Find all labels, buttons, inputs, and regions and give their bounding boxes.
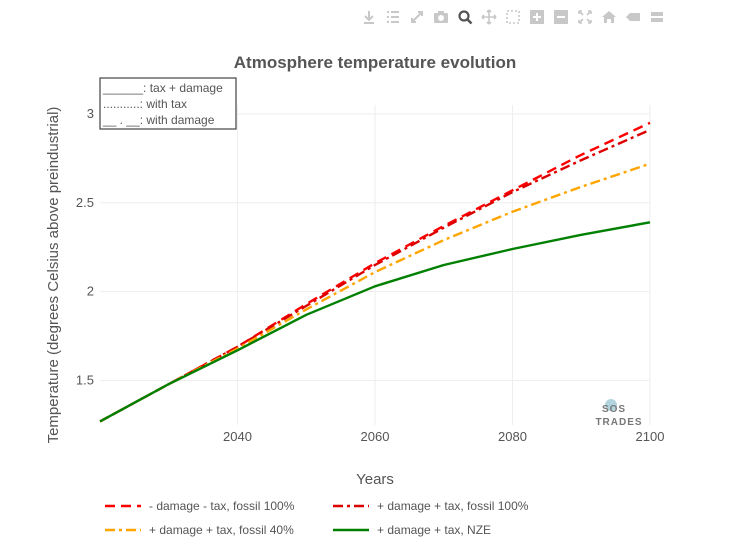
expand-icon[interactable] — [408, 8, 426, 26]
legend-label: + damage + tax, NZE — [377, 523, 491, 537]
tag-icon[interactable] — [624, 8, 642, 26]
zoom-icon[interactable] — [456, 8, 474, 26]
y-tick-label: 1.5 — [76, 373, 94, 388]
zoom-in-icon[interactable] — [528, 8, 546, 26]
series-line-4[interactable] — [99, 221, 651, 423]
series-line-2[interactable] — [99, 128, 651, 423]
x-tick-label: 2040 — [223, 429, 252, 444]
legend-label: + damage + tax, fossil 100% — [377, 499, 529, 513]
sostrades-logo: SOS TRADES — [595, 399, 642, 428]
zoom-out-icon[interactable] — [552, 8, 570, 26]
line-style-note-3: __ . __: with damage — [102, 113, 215, 127]
y-tick-label: 2 — [87, 284, 94, 299]
x-axis-ticks: 2040 2060 2080 2100 — [223, 429, 664, 444]
line-style-note: ______: tax + damage ...........: with t… — [99, 77, 237, 130]
bars-icon[interactable] — [648, 8, 666, 26]
series-line-3[interactable] — [99, 162, 651, 423]
camera-icon[interactable] — [432, 8, 450, 26]
chart-title: Atmosphere temperature evolution — [234, 53, 516, 72]
line-style-note-1: ______: tax + damage — [102, 81, 223, 95]
home-icon[interactable] — [600, 8, 618, 26]
pan-icon[interactable] — [480, 8, 498, 26]
x-axis-title: Years — [356, 471, 394, 488]
x-tick-label: 2080 — [498, 429, 527, 444]
legend-label: + damage + tax, fossil 40% — [149, 523, 294, 537]
svg-text:TRADES: TRADES — [595, 417, 642, 428]
svg-text:SOS: SOS — [602, 404, 626, 415]
autoscale-icon[interactable] — [576, 8, 594, 26]
x-tick-label: 2060 — [361, 429, 390, 444]
y-tick-label: 3 — [87, 106, 94, 121]
x-tick-label: 2100 — [636, 429, 665, 444]
legend: - damage - tax, fossil 100% + damage + ta… — [105, 499, 529, 537]
list-icon[interactable] — [384, 8, 402, 26]
series-lines[interactable] — [99, 121, 651, 423]
y-axis-title: Temperature (degrees Celsius above prein… — [45, 107, 62, 444]
box-select-icon[interactable] — [504, 8, 522, 26]
line-style-note-box — [99, 77, 237, 130]
y-tick-label: 2.5 — [76, 195, 94, 210]
y-axis-ticks: 1.5 2 2.5 3 — [76, 106, 94, 388]
legend-label: - damage - tax, fossil 100% — [149, 499, 295, 513]
download-icon[interactable] — [360, 8, 378, 26]
line-style-note-2: ...........: with tax — [103, 97, 187, 111]
chart-modebar — [360, 8, 666, 28]
